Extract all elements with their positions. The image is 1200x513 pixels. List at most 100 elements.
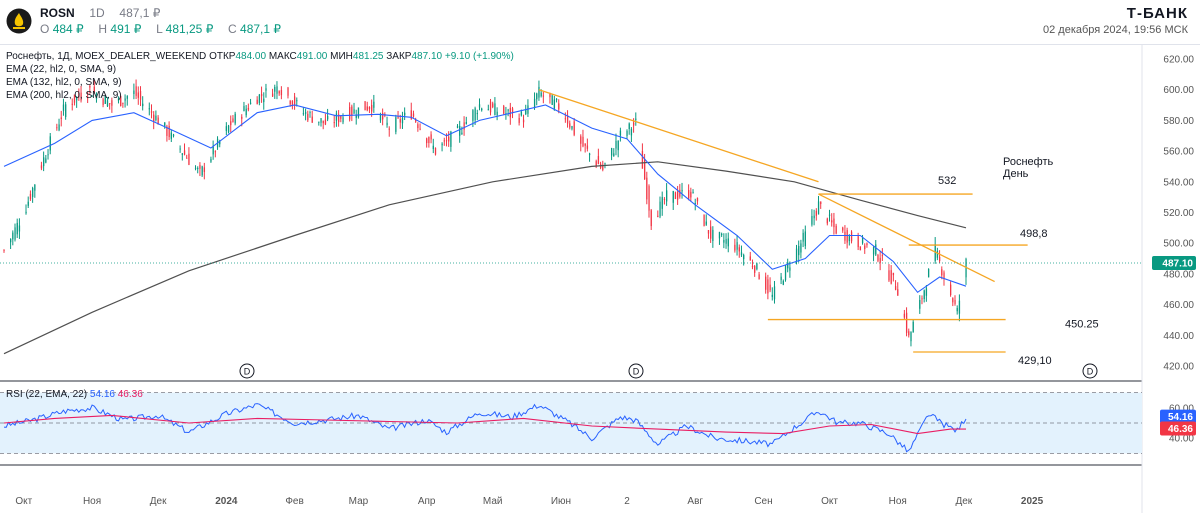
dividend-marker-icon — [628, 363, 644, 379]
legend-high-label: МАКС — [268, 51, 297, 62]
legend-ema-22[interactable]: EMA (22, hl2, 0, SMA, 9) — [6, 64, 117, 75]
last-price-tag — [1152, 256, 1196, 271]
candle-body — [441, 143, 443, 146]
time-axis-label: 2025 — [1021, 496, 1044, 507]
candle-body — [338, 114, 340, 123]
candle-body — [10, 238, 12, 243]
candle-body — [749, 256, 751, 261]
candle-body — [481, 108, 483, 111]
candle-body — [815, 210, 818, 216]
candle-body — [212, 146, 214, 155]
candle-body — [828, 214, 831, 216]
candle-body — [487, 109, 490, 111]
time-axis-label: 2024 — [215, 496, 238, 507]
candle-body — [287, 87, 289, 96]
candle-body — [388, 128, 390, 130]
candle-body — [580, 136, 582, 144]
candle-body — [320, 118, 322, 123]
candle-body — [566, 115, 569, 124]
candle-body — [227, 125, 230, 133]
candle-body — [461, 132, 463, 134]
candle-body — [890, 270, 892, 284]
price-tick-label: 440.00 — [1163, 331, 1194, 342]
candle-body — [168, 125, 170, 138]
candle-body — [102, 99, 104, 105]
legend-ema-200[interactable]: EMA (200, hl2, 0, SMA, 9) — [6, 90, 122, 101]
candle-body — [104, 96, 106, 104]
level-label: 450.25 — [1065, 319, 1099, 331]
candle-body — [659, 201, 661, 217]
candle-body — [148, 108, 150, 110]
price-tick-label: 460.00 — [1163, 300, 1194, 311]
main-legend: Роснефть, 1Д, MOEX_DEALER_WEEKEND ОТКР48… — [6, 51, 514, 62]
timeframe[interactable]: 1D — [89, 6, 105, 20]
annotation-line-1: Роснефть — [1003, 156, 1054, 168]
candle-body — [727, 238, 729, 247]
candle-body — [938, 256, 941, 261]
candle-body — [291, 100, 294, 107]
candle-body — [842, 227, 844, 231]
time-axis-label: Дек — [150, 496, 167, 507]
legend-high-value: 491.00 — [296, 51, 328, 62]
broker-name: Т-БАНК — [1126, 5, 1188, 22]
dividend-marker-icon — [1082, 363, 1098, 379]
candle-body — [811, 216, 813, 225]
candle-body — [628, 123, 630, 129]
candle-body — [139, 91, 142, 100]
rsi-legend[interactable]: RSI (22, EMA, 22) 54.16 46.36 — [6, 389, 143, 400]
candle-body — [571, 126, 573, 129]
candle-body — [721, 233, 723, 236]
candle-body — [245, 108, 247, 116]
candle-body — [309, 112, 311, 114]
candle-body — [183, 150, 186, 155]
dividend-marker-label: D — [1087, 367, 1094, 377]
candle-body — [710, 226, 712, 239]
candle-body — [780, 276, 782, 281]
candle-body — [241, 116, 243, 119]
candle-body — [80, 92, 82, 101]
time-axis-label: Ноя — [83, 496, 101, 507]
candle-body — [60, 117, 62, 119]
candle-body — [765, 276, 767, 290]
candle-body — [428, 137, 430, 144]
candle-body — [919, 299, 921, 309]
candle-body — [615, 140, 617, 149]
candle-body — [820, 201, 822, 205]
candle-body — [56, 127, 58, 129]
candle-body — [465, 122, 467, 124]
candle-body — [952, 298, 954, 303]
candle-body — [230, 121, 232, 126]
candle-body — [3, 250, 5, 252]
candle-body — [707, 230, 710, 234]
price-tick-label: 560.00 — [1163, 147, 1194, 158]
legend-ema-132[interactable]: EMA (132, hl2, 0, SMA, 9) — [6, 77, 122, 88]
candle-body — [927, 268, 930, 278]
candle-body — [265, 88, 267, 91]
last-price: 487,1 ₽ — [119, 6, 161, 20]
candle-body — [892, 272, 895, 276]
symbol-name[interactable]: ROSN — [40, 6, 75, 20]
candle-body — [877, 255, 879, 261]
candle-body — [232, 118, 234, 122]
candle-body — [619, 130, 622, 136]
candle-body — [773, 286, 776, 300]
candle-body — [602, 164, 604, 170]
legend-open-value: 484.00 — [235, 51, 267, 62]
candle-body — [908, 331, 910, 336]
candle-body — [784, 265, 787, 281]
candle-body — [371, 104, 373, 112]
candle-body — [188, 153, 190, 165]
candle-body — [307, 113, 309, 121]
legend-series-name: Роснефть, 1Д, MOEX_DEALER_WEEKEND — [6, 51, 207, 62]
candle-body — [256, 99, 258, 105]
candle-body — [925, 288, 928, 296]
candle-body — [12, 232, 14, 240]
price-tick-label: 620.00 — [1163, 55, 1194, 66]
candle-body — [201, 166, 203, 176]
rsi-ma-line — [3, 414, 966, 435]
time-axis-label: Окт — [15, 496, 32, 507]
candle-body — [463, 122, 465, 130]
candle-body — [555, 98, 558, 100]
open-label: O — [40, 22, 50, 36]
